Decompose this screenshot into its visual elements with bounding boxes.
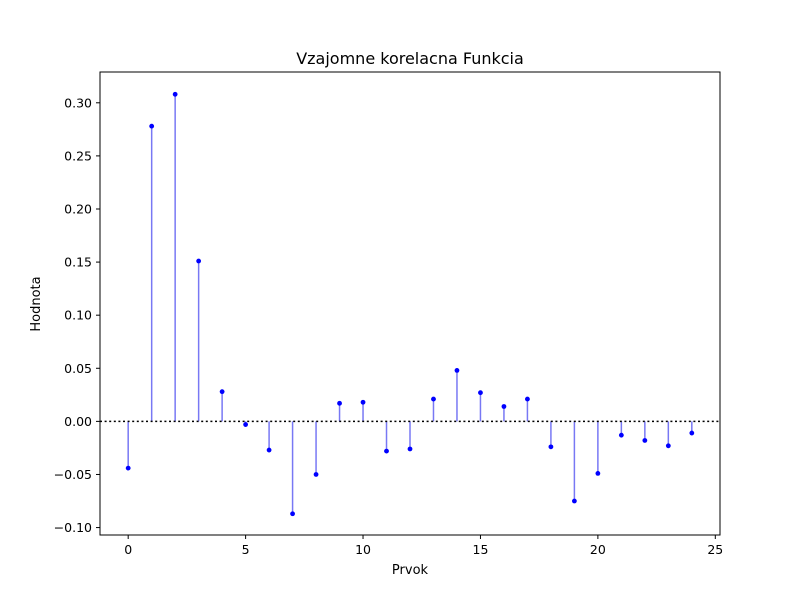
- data-point: [266, 447, 272, 453]
- data-point: [618, 432, 624, 438]
- data-point: [290, 511, 295, 517]
- x-tick-label: 0: [124, 542, 132, 557]
- data-markers: [125, 91, 695, 517]
- data-point: [501, 404, 507, 409]
- data-point: [407, 446, 413, 452]
- y-tick-label: 0.10: [64, 308, 92, 323]
- data-point: [689, 430, 695, 436]
- data-point: [478, 390, 483, 396]
- data-point: [196, 258, 202, 264]
- data-point: [454, 368, 460, 373]
- axes-frame: [99, 71, 721, 536]
- x-axis-label: Prvok: [392, 563, 429, 578]
- x-tick-label: 20: [590, 542, 606, 557]
- y-axis: −0.10 −0.05 0.00 0.05 0.10 0.15 0.20 0.25 0.30: [54, 95, 100, 535]
- chart-title: Vzajomne korelacna Funkcia: [296, 49, 524, 68]
- data-point: [243, 422, 249, 427]
- data-point: [431, 396, 436, 402]
- data-point: [548, 444, 554, 450]
- data-point: [149, 123, 155, 129]
- data-point: [125, 465, 131, 471]
- y-tick-label: −0.05: [54, 467, 92, 482]
- y-tick-label: 0.00: [64, 414, 92, 429]
- y-tick-label: 0.05: [64, 361, 92, 376]
- y-tick-label: 0.30: [64, 95, 92, 110]
- stems: [127, 94, 693, 514]
- data-point: [665, 443, 671, 449]
- data-point: [360, 399, 366, 405]
- y-tick-label: 0.25: [64, 148, 92, 163]
- data-point: [571, 498, 577, 504]
- y-tick-label: 0.15: [64, 255, 92, 270]
- data-point: [642, 438, 648, 443]
- y-tick-label: 0.20: [64, 201, 92, 216]
- x-tick-label: 25: [707, 542, 723, 557]
- x-tick-label: 15: [473, 542, 489, 557]
- data-point: [219, 389, 225, 395]
- x-tick-label: 10: [355, 542, 371, 557]
- data-point: [595, 471, 601, 476]
- data-point: [384, 448, 389, 454]
- y-axis-label: Hodnota: [29, 276, 44, 331]
- data-point: [313, 472, 319, 477]
- data-point: [172, 91, 178, 97]
- data-point: [525, 396, 530, 402]
- data-point: [337, 400, 342, 406]
- plot-area: [99, 71, 721, 536]
- y-tick-label: −0.10: [54, 520, 92, 535]
- x-axis: 0 5 10 15 20 25: [124, 535, 723, 557]
- x-tick-label: 5: [242, 542, 250, 557]
